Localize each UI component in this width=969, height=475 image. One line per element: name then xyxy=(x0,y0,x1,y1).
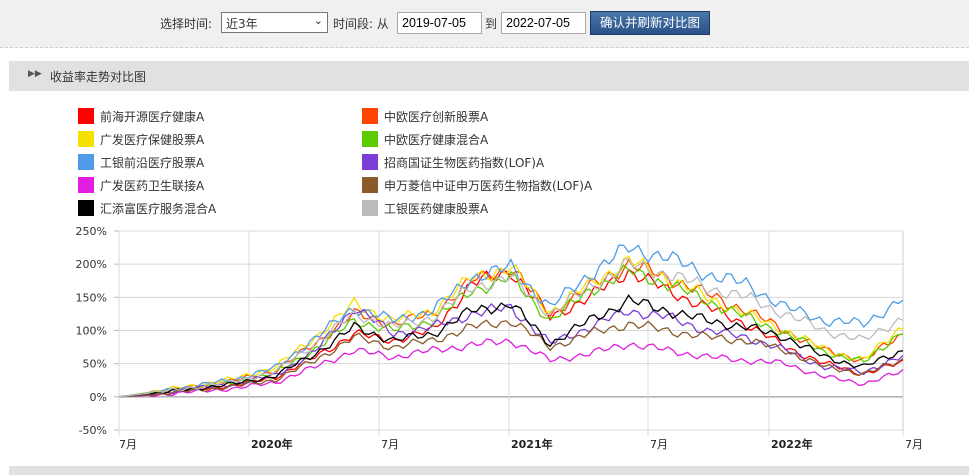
select-time-label: 选择时间: xyxy=(160,17,213,31)
legend-label: 中欧医疗健康混合A xyxy=(384,132,489,147)
confirm-refresh-button[interactable]: 确认并刷新对比图 xyxy=(590,11,710,35)
legend-item[interactable]: 工银前沿医疗股票A xyxy=(78,154,204,170)
series-line xyxy=(118,338,904,398)
series-line xyxy=(118,294,904,398)
legend-swatch xyxy=(78,200,94,216)
series-line xyxy=(118,244,904,398)
y-tick-label: -50% xyxy=(79,424,107,437)
legend-label: 前海开源医疗健康A xyxy=(100,109,205,124)
y-tick-label: 50% xyxy=(83,358,107,371)
legend-swatch xyxy=(78,177,94,193)
series-line xyxy=(118,264,904,398)
legend-item[interactable]: 中欧医疗创新股票A xyxy=(362,108,488,124)
bottom-section-bar xyxy=(9,466,969,475)
legend-label: 工银前沿医疗股票A xyxy=(100,155,205,170)
x-tick-label: 2020年 xyxy=(251,437,293,451)
legend-item[interactable]: 申万菱信中证申万医药生物指数(LOF)A xyxy=(362,177,592,193)
series-line xyxy=(118,255,904,398)
period-select-value: 近3年 xyxy=(226,17,258,31)
series-line xyxy=(118,268,904,398)
y-tick-label: 250% xyxy=(76,225,107,238)
double-arrow-icon: ▶▶ xyxy=(28,69,42,79)
legend-item[interactable]: 前海开源医疗健康A xyxy=(78,108,204,124)
x-tick-label: 2021年 xyxy=(511,437,553,451)
legend-swatch xyxy=(78,154,94,170)
x-tick-label: 2022年 xyxy=(771,437,813,451)
legend-label: 招商国证生物医药指数(LOF)A xyxy=(384,155,545,170)
series-line xyxy=(118,257,904,398)
legend-label: 工银医药健康股票A xyxy=(384,201,489,216)
legend-item[interactable]: 汇添富医疗服务混合A xyxy=(78,200,216,216)
series-line xyxy=(118,303,904,398)
y-tick-label: 0% xyxy=(90,391,107,404)
legend-item[interactable]: 中欧医疗健康混合A xyxy=(362,131,488,147)
legend-swatch xyxy=(362,131,378,147)
chevron-down-icon: ⌄ xyxy=(313,14,323,27)
series-line xyxy=(118,319,904,398)
section-title: 收益率走势对比图 xyxy=(50,70,147,84)
x-tick-label: 7月 xyxy=(650,438,668,451)
y-tick-label: 100% xyxy=(76,325,107,338)
y-tick-label: 200% xyxy=(76,258,107,271)
legend-label: 中欧医疗创新股票A xyxy=(384,109,489,124)
end-date-input[interactable] xyxy=(501,12,586,34)
range-label: 时间段: 从 xyxy=(333,17,389,31)
y-tick-label: 150% xyxy=(76,291,107,304)
x-tick-label: 7月 xyxy=(905,438,923,451)
legend-item[interactable]: 广发医药卫生联接A xyxy=(78,177,204,193)
legend-label: 申万菱信中证申万医药生物指数(LOF)A xyxy=(384,178,593,193)
period-select[interactable]: 近3年 ⌄ xyxy=(221,12,328,33)
legend-label: 广发医药卫生联接A xyxy=(100,178,205,193)
legend-item[interactable]: 招商国证生物医药指数(LOF)A xyxy=(362,154,544,170)
toolbar: 选择时间: 近3年 ⌄ 时间段: 从 到 确认并刷新对比图 xyxy=(0,0,969,48)
legend-swatch xyxy=(362,108,378,124)
legend-swatch xyxy=(362,154,378,170)
legend-label: 广发医疗保健股票A xyxy=(100,132,205,147)
legend-swatch xyxy=(362,200,378,216)
section-header: ▶▶ 收益率走势对比图 xyxy=(9,61,969,91)
start-date-input[interactable] xyxy=(397,12,482,34)
legend-swatch xyxy=(78,108,94,124)
legend-item[interactable]: 广发医疗保健股票A xyxy=(78,131,204,147)
legend-swatch xyxy=(78,131,94,147)
legend-label: 汇添富医疗服务混合A xyxy=(100,201,217,216)
legend-swatch xyxy=(362,177,378,193)
x-tick-label: 7月 xyxy=(119,438,137,451)
series-line xyxy=(118,258,904,398)
legend-item[interactable]: 工银医药健康股票A xyxy=(362,200,488,216)
x-tick-label: 7月 xyxy=(381,438,399,451)
to-label: 到 xyxy=(485,17,498,31)
